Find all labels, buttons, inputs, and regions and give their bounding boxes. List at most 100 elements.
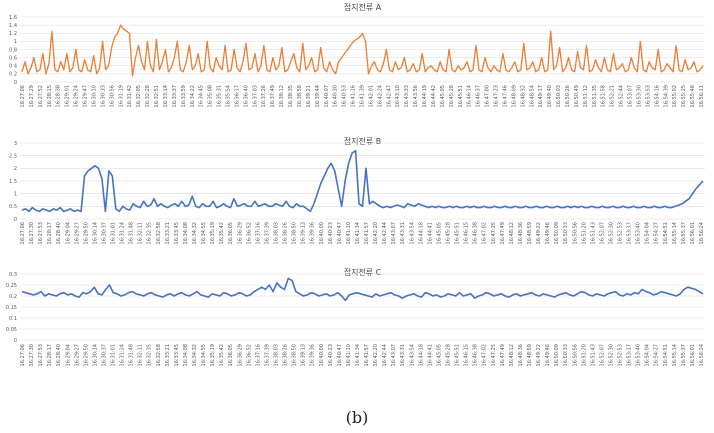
x-tick-label: 16:35:31 (217, 85, 223, 107)
y-tick-label: 0 (14, 338, 17, 344)
x-tick-label: 16:35:42 (219, 222, 225, 244)
x-tick-label: 16:55:02 (672, 85, 678, 107)
x-tick-label: 16:44:18 (418, 344, 424, 366)
x-tick-label: 16:55:14 (672, 222, 678, 244)
x-tick-label: 16:43:33 (404, 85, 410, 107)
x-tick-label: 16:35:19 (210, 222, 216, 244)
y-tick-label: 1.6 (9, 15, 17, 21)
chart-panel-2: 접지전류 C00.050.10.150.20.250.316:27:06 16:2… (6, 267, 705, 366)
x-tick-label: 16:48:09 (511, 85, 517, 107)
x-tick-label: 16:45:51 (455, 222, 461, 244)
x-tick-label: 16:52:53 (618, 222, 624, 244)
x-tick-label: 16:47:49 (500, 222, 506, 244)
x-tick-label: 16:37:39 (264, 344, 270, 366)
x-tick-label: 16:48:36 (518, 222, 524, 244)
x-tick-label: 16:55:48 (690, 85, 696, 107)
x-tick-label: 16:44:19 (422, 85, 428, 107)
x-tick-label: 16:35:08 (208, 85, 214, 107)
x-tick-label: 16:51:20 (581, 344, 587, 366)
x-tick-label: 16:42:20 (373, 222, 379, 244)
x-tick-label: 16:50:26 (565, 85, 571, 107)
y-tick-label: 0.2 (9, 294, 17, 300)
x-tick-label: 16:38:03 (273, 344, 279, 366)
x-tick-label: 16:27:30 (29, 344, 35, 366)
x-tick-label: 16:33:45 (174, 222, 180, 244)
x-tick-label: 16:45:28 (449, 85, 455, 107)
x-tick-label: 16:53:40 (636, 344, 642, 366)
x-tick-label: 16:37:26 (261, 85, 267, 107)
x-tick-label: 16:52:07 (599, 344, 605, 366)
x-tick-label: 16:28:40 (56, 222, 62, 244)
x-tick-label: 16:41:34 (355, 222, 361, 244)
x-tick-label: 16:49:17 (538, 85, 544, 107)
x-tick-label: 16:54:04 (645, 222, 651, 244)
x-tick-label: 16:54:27 (654, 344, 660, 366)
x-tick-label: 16:48:32 (520, 85, 526, 107)
x-tick-label: 16:36:52 (246, 222, 252, 244)
x-tick-label: 16:29:04 (65, 344, 71, 366)
x-tick-label: 16:46:15 (464, 222, 470, 244)
figure-caption: (b) (345, 408, 369, 427)
x-tick-label: 16:39:36 (310, 344, 316, 366)
x-tick-label: 16:37:03 (252, 85, 258, 107)
x-tick-label: 16:47:02 (482, 344, 488, 366)
x-tick-label: 16:54:39 (663, 85, 669, 107)
x-tick-label: 16:38:26 (283, 344, 289, 366)
x-tick-label: 16:49:46 (545, 344, 551, 366)
x-tick-label: 16:31:19 (118, 85, 124, 107)
x-tick-label: 16:54:04 (645, 344, 651, 366)
x-tick-label: 16:50:33 (563, 344, 569, 366)
x-tick-label: 16:42:20 (373, 344, 379, 366)
x-tick-label: 16:44:42 (431, 85, 437, 107)
x-tick-label: 16:50:49 (574, 85, 580, 107)
x-tick-label: 16:37:39 (264, 222, 270, 244)
x-tick-label: 16:27:06 (20, 85, 26, 107)
x-tick-label: 16:52:30 (608, 222, 614, 244)
y-tick-label: 2.5 (9, 153, 17, 159)
x-tick-label: 16:43:54 (409, 222, 415, 244)
x-tick-label: 16:55:25 (681, 85, 687, 107)
x-tick-label: 16:50:56 (572, 344, 578, 366)
x-tick-label: 16:29:47 (83, 85, 89, 107)
x-tick-label: 16:28:17 (47, 222, 53, 244)
x-tick-label: 16:40:00 (319, 344, 325, 366)
x-tick-label: 16:39:13 (301, 344, 307, 366)
x-tick-label: 16:34:55 (201, 344, 207, 366)
series-line (21, 277, 704, 302)
y-tick-label: 0.05 (6, 327, 17, 333)
x-tick-label: 16:41:57 (364, 344, 370, 366)
x-tick-label: 16:31:48 (129, 222, 135, 244)
x-tick-label: 16:45:28 (446, 344, 452, 366)
x-tick-label: 16:38:50 (292, 344, 298, 366)
x-tick-label: 16:34:55 (201, 222, 207, 244)
x-tick-label: 16:45:05 (436, 344, 442, 366)
x-tick-label: 16:48:12 (509, 344, 515, 366)
x-tick-label: 16:50:09 (554, 344, 560, 366)
x-tick-label: 16:41:16 (351, 85, 357, 107)
y-tick-label: 0.1 (9, 316, 17, 322)
x-tick-label: 16:45:05 (436, 222, 442, 244)
chart-panel-1: 접지전류 B 0 0.5 1 1.5 2 2.5 3 16:27:06 16:27:30 16:27… (9, 136, 705, 244)
x-tick-label: 16:32:11 (138, 222, 144, 244)
x-tick-label: 16:40:00 (319, 222, 325, 244)
x-tick-label: 16:30:37 (101, 344, 107, 366)
x-tick-label: 16:40:47 (337, 222, 343, 244)
x-tick-label: 16:46:38 (473, 344, 479, 366)
x-tick-label: 16:31:24 (120, 344, 126, 366)
x-tick-label: 16:56:24 (699, 222, 705, 244)
x-tick-label: 16:36:29 (237, 344, 243, 366)
x-tick-label: 16:33:45 (174, 344, 180, 366)
x-tick-label: 16:48:36 (518, 344, 524, 366)
x-tick-label: 16:31:01 (111, 344, 117, 366)
x-tick-label: 16:37:16 (255, 222, 261, 244)
x-tick-label: 16:28:15 (47, 85, 53, 107)
x-tick-label: 16:36:40 (243, 85, 249, 107)
x-tick-label: 16:29:01 (65, 85, 71, 107)
x-tick-label: 16:49:22 (536, 344, 542, 366)
x-tick-label: 16:44:41 (427, 344, 433, 366)
x-tick-label: 16:47:49 (500, 344, 506, 366)
x-tick-label: 16:42:44 (382, 344, 388, 366)
x-tick-label: 16:45:51 (455, 344, 461, 366)
x-tick-label: 16:44:41 (427, 222, 433, 244)
x-tick-label: 16:34:22 (190, 85, 196, 107)
